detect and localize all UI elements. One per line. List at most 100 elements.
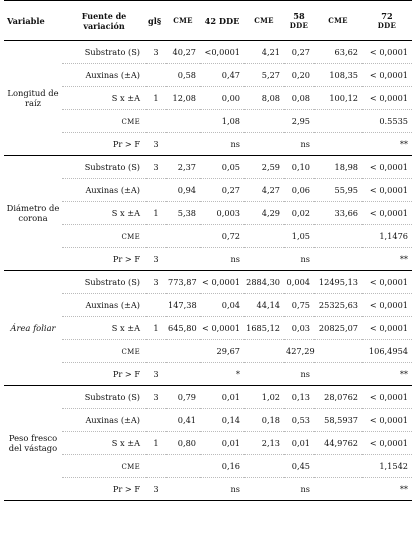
gl-cell: 3 [146,477,166,501]
cme-42-cell: 0,94 [166,178,200,202]
cme-42-cell: 0,41 [166,408,200,432]
source-cell: Substrato (S) [62,270,146,294]
cme-72-cell [314,109,362,133]
p-42-cell: 0,14 [200,408,244,432]
cme-42-cell [166,362,200,386]
gl-cell: 1 [146,86,166,110]
cme-42-cell [166,132,200,156]
p-58-cell: 0,02 [284,201,314,225]
cme-42-cell: 0,58 [166,63,200,87]
p-72-cell: < 0,0001 [362,385,412,409]
gl-cell [146,224,166,248]
gl-cell: 3 [146,385,166,409]
p-58-cell: 0,004 [284,270,314,294]
cme-42-cell: 147,38 [166,293,200,317]
source-cell: CME [62,454,146,478]
table-row: Pr > F 3 ns ns ** [4,477,412,501]
source-cell: Auxinas (±A) [62,63,146,87]
cme-58-cell: 0,18 [244,408,284,432]
cme-42-cell: 773,87 [166,270,200,294]
source-cell: Auxinas (±A) [62,408,146,432]
table-row: S x ±A 1 0,80 0,01 2,13 0,01 44,9762 < 0,0001 [4,431,412,455]
cme-58-cell: 1685,12 [244,316,284,340]
table-row: Auxinas (±A) 0,58 0,47 5,27 0,20 108,35 < 0,00… [4,63,412,87]
anova-table: Variable Fuente de variación gl§ CME 42 … [4,0,412,501]
variable-cell: Longitud de raíz [4,40,62,156]
cme-72-cell: 55,95 [314,178,362,202]
p-42-cell: ns [200,247,244,271]
p-42-cell: ns [200,477,244,501]
p-58-cell: 427,29 [284,339,315,363]
p-72-cell: ** [362,362,412,386]
table-row: S x ±A 1 5,38 0,003 4,29 0,02 33,66 < 0,0001 [4,201,412,225]
cme-42-cell [166,477,200,501]
p-72-cell: < 0,0001 [362,408,412,432]
p-72-cell: 0.5535 [362,109,412,133]
cme-72-cell: 18,98 [314,155,362,179]
cme-72-cell: 20825,07 [314,316,362,340]
p-42-cell: 0,00 [200,86,244,110]
table-row: Longitud de raíz Substrato (S) 3 40,27 <0,00… [4,40,412,156]
gl-cell: 3 [146,155,166,179]
source-cell: Pr > F [62,477,146,501]
p-42-cell: * [200,362,244,386]
cme-58-cell [244,339,284,363]
gl-cell [146,178,166,202]
p-72-cell: 1,1542 [362,454,412,478]
p-42-cell: 0,16 [200,454,244,478]
cme-72-cell: 100,12 [314,86,362,110]
header-42dde: 42 DDE [200,0,244,41]
variable-cell: Peso fresco del vástago [4,385,62,501]
p-58-cell: ns [284,477,314,501]
p-42-cell: 0,27 [200,178,244,202]
cme-42-cell: 645,80 [166,316,200,340]
source-cell: Pr > F [62,132,146,156]
cme-42-cell: 40,27 [166,40,200,64]
table-row: Pr > F 3 * ns ** [4,362,412,386]
cme-42-cell: 0,80 [166,431,200,455]
gl-cell [146,63,166,87]
cme-72-cell: 33,66 [314,201,362,225]
gl-cell [146,408,166,432]
variable-cell: Diámetro de corona [4,155,62,271]
p-58-cell: 0,01 [284,431,314,455]
source-cell: Substrato (S) [62,385,146,409]
p-58-cell: 0,27 [284,40,314,64]
cme-72-cell: 63,62 [314,40,362,64]
gl-cell [146,454,166,478]
gl-cell: 1 [146,316,166,340]
gl-cell: 3 [146,132,166,156]
gl-cell [146,109,166,133]
p-58-cell: 0,20 [284,63,314,87]
p-42-cell: 0,05 [200,155,244,179]
gl-cell: 3 [146,40,166,64]
p-58-cell: 0,03 [284,316,314,340]
p-72-cell: ** [362,477,412,501]
cme-58-cell [244,454,284,478]
source-cell: Auxinas (±A) [62,293,146,317]
source-cell: Auxinas (±A) [62,178,146,202]
table-row: CME 0,16 0,45 1,1542 [4,454,412,478]
cme-58-cell [244,477,284,501]
header-cme-1: CME [166,0,200,41]
gl-cell: 3 [146,362,166,386]
cme-58-cell: 4,29 [244,201,284,225]
p-58-cell: ns [284,362,314,386]
cme-42-cell [166,109,200,133]
p-42-cell: <0,0001 [200,40,244,64]
p-58-cell: 0,45 [284,454,314,478]
cme-72-cell [314,132,362,156]
source-cell: CME [62,109,146,133]
cme-72-cell: 12495,13 [314,270,362,294]
p-58-cell: 0,08 [284,86,314,110]
p-42-cell: < 0,0001 [200,316,244,340]
header-cme-3: CME [314,0,362,41]
table-header: Variable Fuente de variación gl§ CME 42 … [4,0,412,41]
header-cme-2: CME [244,0,284,41]
cme-72-cell: 58,5937 [314,408,362,432]
cme-42-cell: 0,79 [166,385,200,409]
cme-58-cell: 1,02 [244,385,284,409]
p-42-cell: 29,67 [200,339,244,363]
p-72-cell: < 0,0001 [362,63,412,87]
p-72-cell: < 0,0001 [362,270,412,294]
